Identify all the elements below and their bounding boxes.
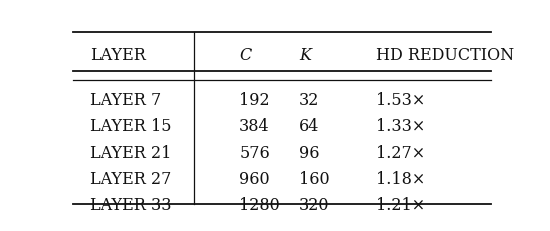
Text: 96: 96 [299,144,320,161]
Text: 192: 192 [239,91,270,108]
Text: 64: 64 [299,118,320,134]
Text: 384: 384 [239,118,270,134]
Text: LAYER 33: LAYER 33 [90,197,172,213]
Text: 160: 160 [299,170,329,187]
Text: LAYER: LAYER [90,47,146,64]
Text: 1.18×: 1.18× [376,170,425,187]
Text: 1.27×: 1.27× [376,144,425,161]
Text: C: C [239,47,251,64]
Text: LAYER 7: LAYER 7 [90,91,161,108]
Text: 32: 32 [299,91,320,108]
Text: 576: 576 [239,144,270,161]
Text: 1.33×: 1.33× [376,118,425,134]
Text: 960: 960 [239,170,270,187]
Text: LAYER 15: LAYER 15 [90,118,172,134]
Text: 1.21×: 1.21× [376,197,425,213]
Text: HD REDUCTION: HD REDUCTION [376,47,514,64]
Text: K: K [299,47,311,64]
Text: LAYER 27: LAYER 27 [90,170,172,187]
Text: 320: 320 [299,197,329,213]
Text: 1.53×: 1.53× [376,91,425,108]
Text: 1280: 1280 [239,197,280,213]
Text: LAYER 21: LAYER 21 [90,144,172,161]
